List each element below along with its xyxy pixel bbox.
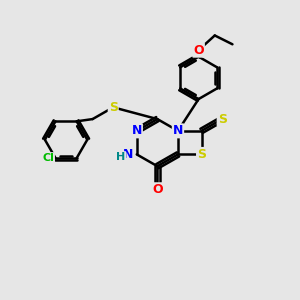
Text: O: O	[152, 183, 163, 196]
Text: O: O	[193, 44, 204, 57]
Text: S: S	[218, 112, 226, 126]
Text: N: N	[173, 124, 183, 137]
Text: S: S	[197, 148, 206, 161]
Text: H: H	[116, 152, 126, 162]
Text: Cl: Cl	[42, 153, 54, 163]
Text: S: S	[109, 101, 118, 114]
Text: N: N	[123, 148, 133, 161]
Text: N: N	[132, 124, 142, 137]
